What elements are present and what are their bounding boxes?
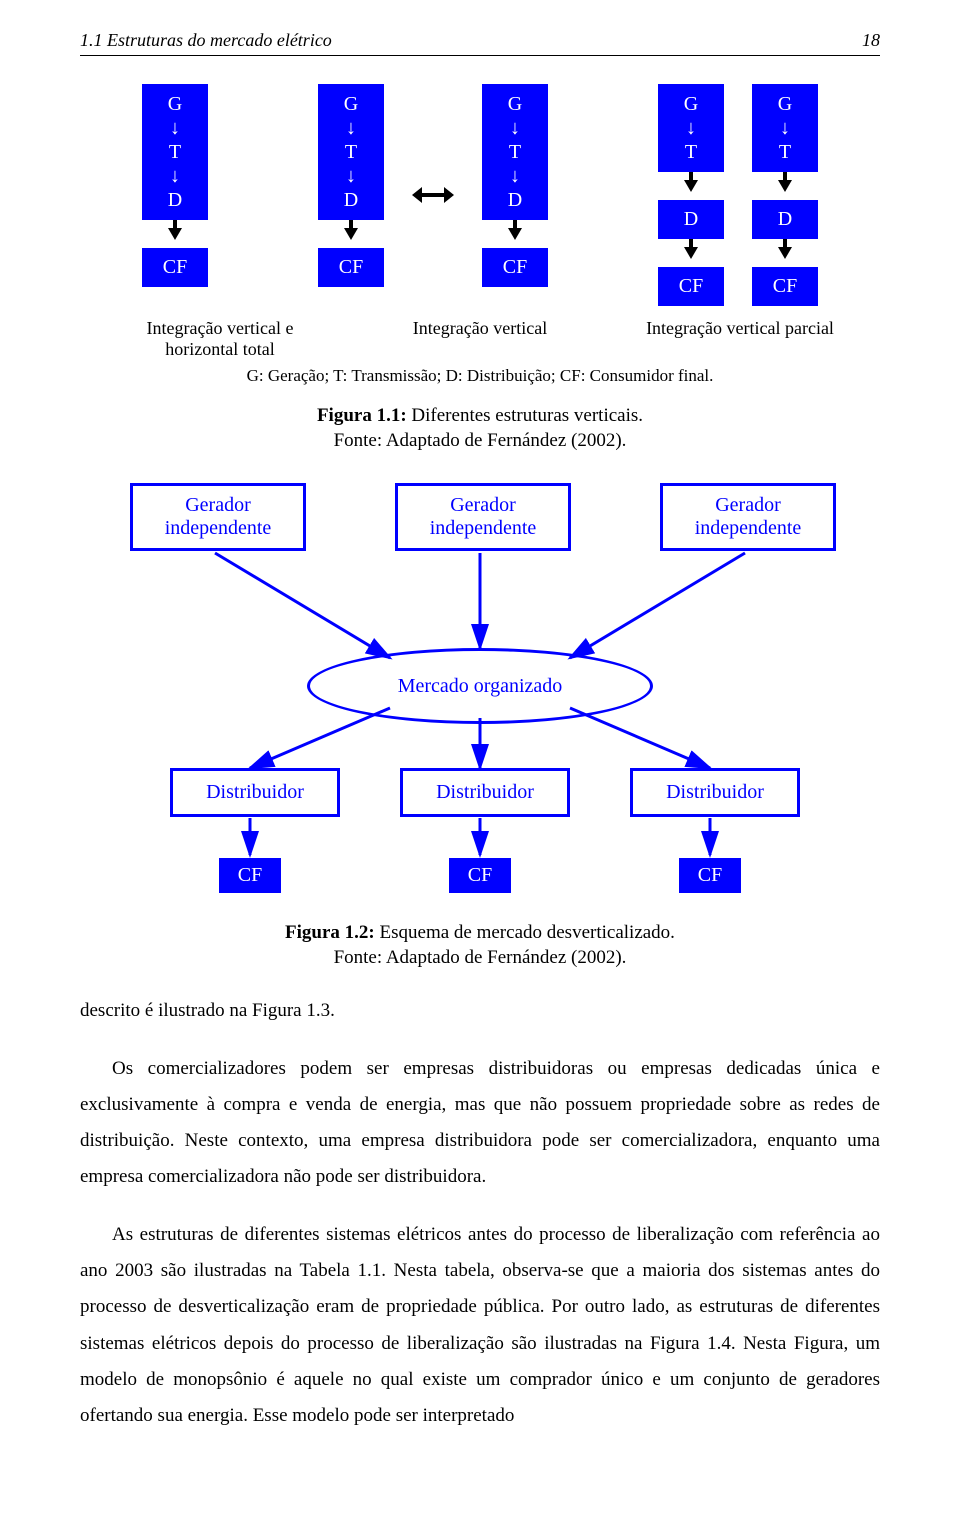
gtd-box-b1: G ↓ T ↓ D xyxy=(318,84,384,220)
fig12-caption-text: Esquema de mercado desverticalizado. xyxy=(375,922,675,943)
figure-1-1: G ↓ T ↓ D CF G ↓ T ↓ D xyxy=(80,84,880,306)
cf-box-3: CF xyxy=(679,858,741,893)
arrow-down-icon xyxy=(684,180,698,192)
running-header: 1.1 Estruturas do mercado elétrico 18 xyxy=(80,30,880,56)
caption-c: Integração vertical parcial xyxy=(640,318,840,360)
figure-1-2: Gerador independente Gerador independent… xyxy=(120,483,840,903)
arrow-down-icon xyxy=(508,228,522,240)
cf-box-2: CF xyxy=(449,858,511,893)
fig12-caption: Figura 1.2: Esquema de mercado desvertic… xyxy=(80,921,880,970)
paragraph-2: As estruturas de diferentes sistemas elé… xyxy=(80,1217,880,1434)
fig11-legend: G: Geração; T: Transmissão; D: Distribui… xyxy=(80,366,880,386)
fig11-caption: Figura 1.1: Diferentes estruturas vertic… xyxy=(80,404,880,453)
double-arrow-icon xyxy=(412,190,454,200)
gtd-box-b2: G ↓ T ↓ D xyxy=(482,84,548,220)
gt-box-c1: G ↓ T xyxy=(658,84,724,172)
arrow-down-icon xyxy=(778,180,792,192)
cf-box: CF xyxy=(318,248,384,287)
paragraph-lead: descrito é ilustrado na Figura 1.3. xyxy=(80,993,880,1029)
distributor-box-1: Distribuidor xyxy=(170,768,340,817)
caption-a: Integração vertical e horizontal total xyxy=(120,318,320,360)
arrow-down-icon xyxy=(168,228,182,240)
paragraph-1: Os comercializadores podem ser empresas … xyxy=(80,1051,880,1195)
fig11-source: Fonte: Adaptado de Fernández (2002). xyxy=(334,430,627,451)
gt-box-c2: G ↓ T xyxy=(752,84,818,172)
d-box: D xyxy=(752,200,818,239)
arrow-down-icon xyxy=(344,228,358,240)
cf-box: CF xyxy=(482,248,548,287)
cf-box-1: CF xyxy=(219,858,281,893)
distributor-box-3: Distribuidor xyxy=(630,768,800,817)
cf-box: CF xyxy=(752,267,818,306)
distributor-box-2: Distribuidor xyxy=(400,768,570,817)
d-box: D xyxy=(658,200,724,239)
cf-box: CF xyxy=(658,267,724,306)
generator-box-1: Gerador independente xyxy=(130,483,306,551)
section-title: 1.1 Estruturas do mercado elétrico xyxy=(80,30,332,51)
arrow-down-icon xyxy=(684,247,698,259)
page-number: 18 xyxy=(862,30,880,51)
generator-box-3: Gerador independente xyxy=(660,483,836,551)
fig12-caption-bold: Figura 1.2: xyxy=(285,922,375,943)
market-ellipse: Mercado organizado xyxy=(307,648,653,724)
arrow-down-icon xyxy=(778,247,792,259)
cf-box: CF xyxy=(142,248,208,287)
fig11-caption-bold: Figura 1.1: xyxy=(317,405,407,426)
fig11-column-captions: Integração vertical e horizontal total I… xyxy=(80,318,880,360)
generator-box-2: Gerador independente xyxy=(395,483,571,551)
caption-b: Integração vertical xyxy=(380,318,580,360)
gtd-box-a: G ↓ T ↓ D xyxy=(142,84,208,220)
fig11-caption-text: Diferentes estruturas verticais. xyxy=(407,405,643,426)
fig12-source: Fonte: Adaptado de Fernández (2002). xyxy=(334,947,627,968)
